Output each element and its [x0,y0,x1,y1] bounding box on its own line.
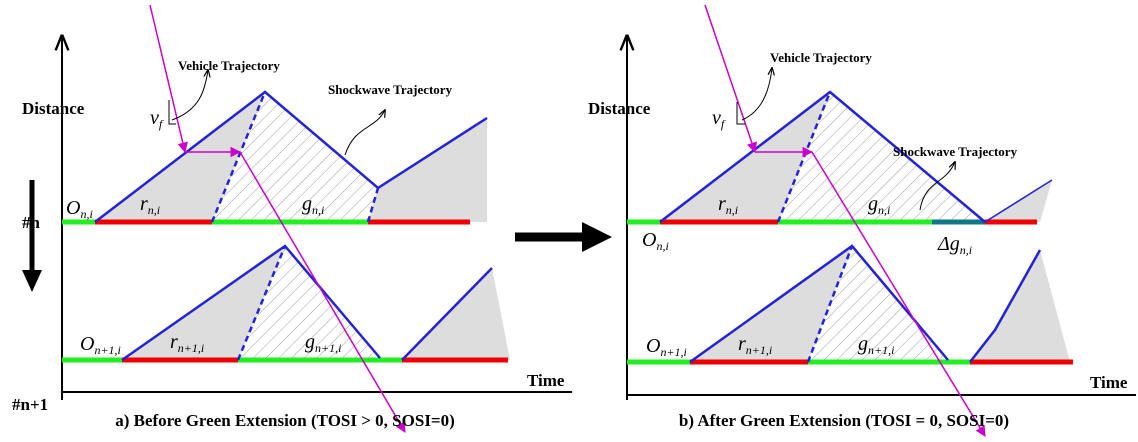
base: v [150,107,159,129]
base: v [712,107,721,129]
base: O [646,335,660,357]
sub: n+1,i [315,341,341,355]
sub: n,i [960,243,972,257]
sub: n,i [726,203,738,217]
x-axis-label: Time [527,371,565,390]
caption: a) Before Green Extension (TOSI > 0, SOS… [115,411,455,430]
sub: n+1,i [178,341,204,355]
shockwave-label: Shockwave Trajectory [893,144,1018,159]
sub: n+1,i [660,345,686,359]
math-label: On,i [642,229,669,253]
math-label: vf [712,107,726,131]
panel-b: Distance Time Vehicle Trajectory Shockwa… [588,4,1136,437]
sub: n,i [878,203,890,217]
math-label: rn,i [718,193,738,217]
base: r [140,193,148,215]
base: g [868,193,878,215]
sub: f [721,117,726,131]
base: O [80,333,94,355]
math-label: rn+1,i [738,333,772,357]
sub: n+1,i [94,343,120,357]
base: Δg [937,233,960,255]
base: g [305,331,315,353]
shockwave-label: Shockwave Trajectory [328,82,453,97]
y-axis-label: Distance [22,99,85,118]
sub: n,i [80,207,92,221]
approach-label: #n+1 [12,395,48,414]
base: g [302,193,312,215]
caption: b) After Green Extension (TOSI = 0, SOSI… [679,411,1009,430]
math-label: gn,i [868,193,890,217]
base: r [718,193,726,215]
base: g [858,333,868,355]
vehicle-label: Vehicle Trajectory [178,58,280,73]
panel-a: Distance Time #n #n+1 Vehicle Trajectory… [12,4,572,433]
base: O [642,229,656,251]
sub: n,i [148,203,160,217]
sub: f [159,117,164,131]
math-label: Δgn,i [937,233,972,257]
math-label: vf [150,107,164,131]
base: O [66,197,80,219]
x-axis-label: Time [1090,373,1128,392]
sub: n+1,i [746,343,772,357]
math-label: gn,i [302,193,324,217]
math-label: gn+1,i [858,333,894,357]
math-label: On,i [66,197,93,221]
y-axis-label: Distance [588,99,651,118]
base: r [738,333,746,355]
approach-label: #n [22,213,41,232]
sub: n,i [312,203,324,217]
math-label: On+1,i [80,333,121,357]
sub: n,i [656,239,668,253]
sub: n+1,i [868,343,894,357]
math-label: rn,i [140,193,160,217]
math-label: On+1,i [646,335,687,359]
math-label: gn+1,i [305,331,341,355]
base: r [170,331,178,353]
math-label: rn+1,i [170,331,204,355]
vehicle-label: Vehicle Trajectory [770,50,872,65]
